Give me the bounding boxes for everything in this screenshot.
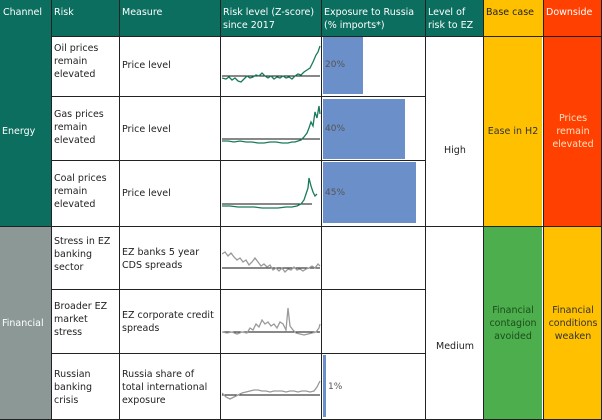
exposure-label-gas: 40% [325, 124, 346, 134]
sparkline-coal [222, 177, 318, 209]
grid-line [543, 0, 544, 420]
header-channel: Channel [0, 0, 51, 36]
energy-downside: Prices remain elevated [544, 36, 602, 226]
grid-line [51, 96, 426, 97]
exposure-label-coal: 45% [325, 188, 346, 198]
measure-banking: EZ banks 5 year CDS spreads [122, 247, 200, 271]
header-risk: Risk [51, 0, 119, 36]
measure-coal: Price level [122, 188, 171, 199]
header-downside: Downside [543, 0, 602, 36]
grid-line [51, 160, 426, 161]
risk-russian: Russian banking crisis [54, 369, 93, 406]
grid-line [483, 0, 484, 420]
grid-line [220, 0, 221, 420]
exposure-bar-coal [323, 162, 416, 223]
sparkline-russian [222, 380, 321, 400]
energy-risk-level: High [444, 145, 466, 156]
grid-line [51, 0, 52, 420]
risk-coal: Coal prices remain elevated [54, 173, 107, 210]
sparkline-gas [222, 105, 321, 144]
risk-banking: Stress in EZ banking sector [54, 236, 111, 273]
exposure-label-oil: 20% [325, 60, 346, 70]
exposure-bar-russian [323, 355, 326, 417]
exposure-label-russian: 1% [328, 382, 343, 392]
grid-line [0, 226, 602, 227]
risk-gas: Gas prices remain elevated [54, 109, 104, 146]
risk-market: Broader EZ market stress [54, 301, 108, 338]
sparkline-market [222, 307, 321, 336]
risk-oil: Oil prices remain elevated [54, 43, 99, 80]
grid-line [321, 0, 322, 420]
sparkline-banking [222, 251, 321, 273]
measure-russian: Russia share of total international expo… [122, 369, 208, 406]
energy-base-case: Ease in H2 [484, 36, 542, 226]
header-level-ez: Level of risk to EZ [425, 0, 483, 36]
measure-oil: Price level [122, 60, 171, 71]
grid-line [425, 0, 426, 420]
header-base-case: Base case [483, 0, 543, 36]
measure-gas: Price level [122, 124, 171, 135]
header-measure: Measure [119, 0, 220, 36]
measure-market: EZ corporate credit spreads [122, 310, 214, 334]
financial-risk-level: Medium [436, 341, 474, 352]
exposure-bar-oil [323, 37, 363, 94]
financial-base-case: Financial contagion avoided [484, 227, 542, 420]
channel-energy: Energy [0, 36, 51, 226]
header-exposure: Exposure to Russia (% imports*) [321, 0, 425, 36]
sparkline-oil [222, 45, 321, 83]
grid-line [119, 0, 120, 420]
header-risk-level: Risk level (Z-score) since 2017 [220, 0, 321, 36]
channel-financial: Financial [0, 226, 51, 420]
grid-line [51, 36, 602, 37]
grid-line [51, 353, 426, 354]
grid-line [51, 289, 426, 290]
financial-downside: Financial conditions weaken [544, 227, 602, 420]
exposure-bar-gas [323, 99, 405, 159]
